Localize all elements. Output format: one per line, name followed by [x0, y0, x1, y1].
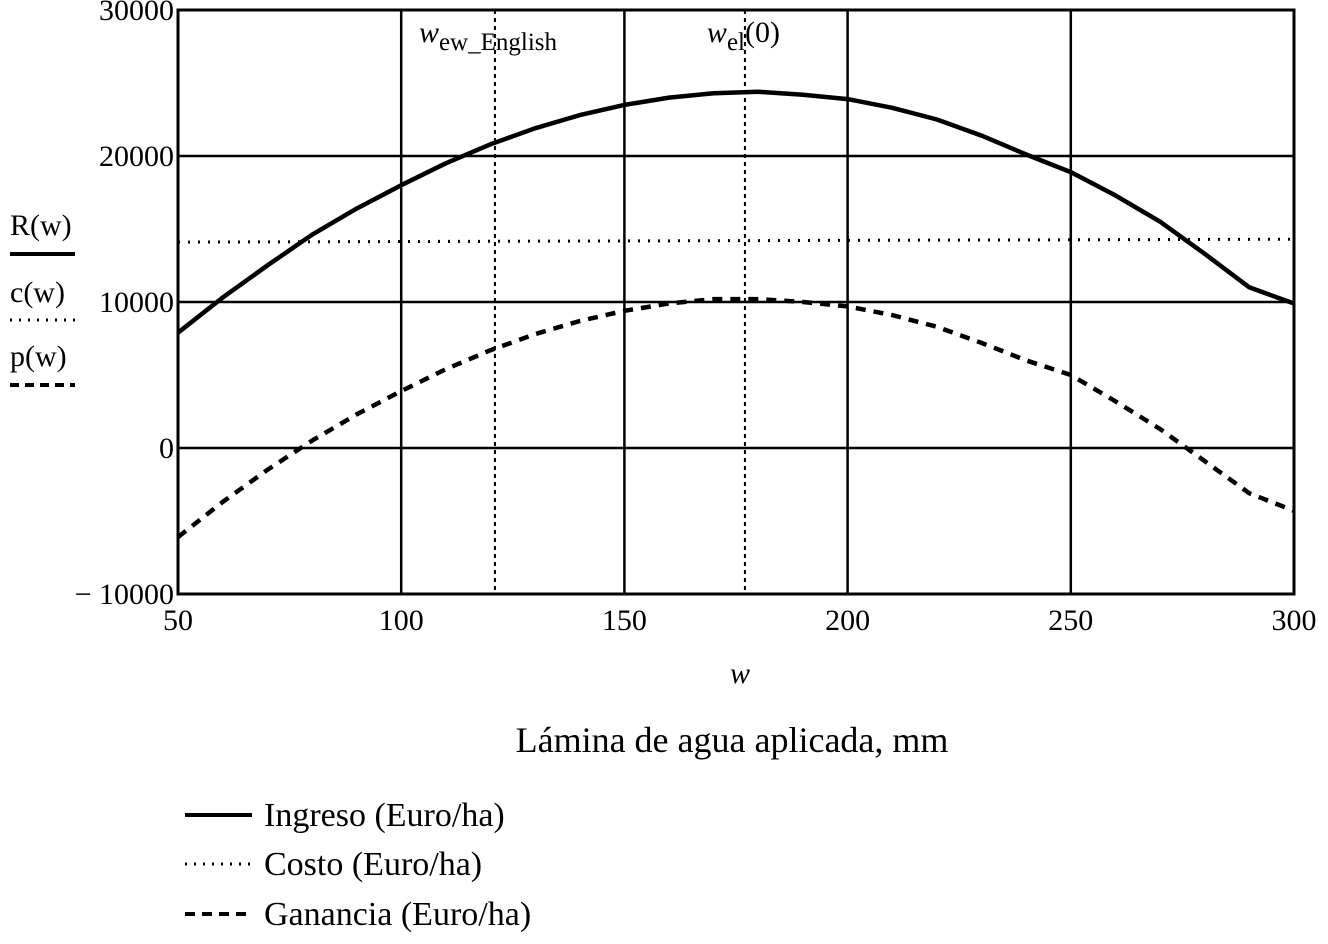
y-tick-label: 0: [159, 432, 174, 465]
legend-label-cost: Costo (Euro/ha): [264, 846, 482, 883]
legend-label-revenue: Ingreso (Euro/ha): [264, 797, 505, 834]
series-line-solid: [176, 89, 1295, 335]
x-tick-label: 300: [1272, 604, 1317, 637]
y-tick-labels: 30000 20000 10000 0 − 10000: [75, 0, 174, 611]
series-line-dashed: [176, 296, 1295, 539]
y-label-revenue: R(w): [10, 209, 72, 242]
plot-frame: [176, 8, 1296, 596]
marker-lines: wew_English wel(0): [419, 10, 780, 594]
grid: [178, 10, 1294, 594]
y-label-cost: c(w): [10, 276, 65, 309]
x-axis-label: w: [730, 657, 750, 690]
x-tick-label: 50: [163, 604, 193, 637]
y-tick-label: − 10000: [75, 578, 174, 611]
chart-caption: Lámina de agua aplicada, mm: [516, 720, 949, 760]
legend: Ingreso (Euro/ha) Costo (Euro/ha) Gananc…: [185, 797, 531, 933]
y-axis-labels: R(w) c(w) p(w): [10, 209, 75, 387]
y-tick-label: 20000: [99, 140, 174, 173]
marker-label: wew_English: [419, 16, 558, 56]
marker-label: wel(0): [707, 16, 780, 56]
x-tick-label: 200: [825, 604, 870, 637]
y-tick-label: 10000: [99, 286, 174, 319]
series-line-dotted: [177, 237, 1295, 244]
legend-label-profit: Ganancia (Euro/ha): [264, 896, 531, 933]
y-tick-label: 30000: [99, 0, 174, 27]
series-group: [176, 89, 1295, 539]
x-tick-labels: 50 100 150 200 250 300: [163, 604, 1317, 637]
x-tick-label: 150: [602, 604, 647, 637]
y-label-profit: p(w): [10, 340, 67, 373]
x-tick-label: 250: [1048, 604, 1093, 637]
x-tick-label: 100: [379, 604, 424, 637]
